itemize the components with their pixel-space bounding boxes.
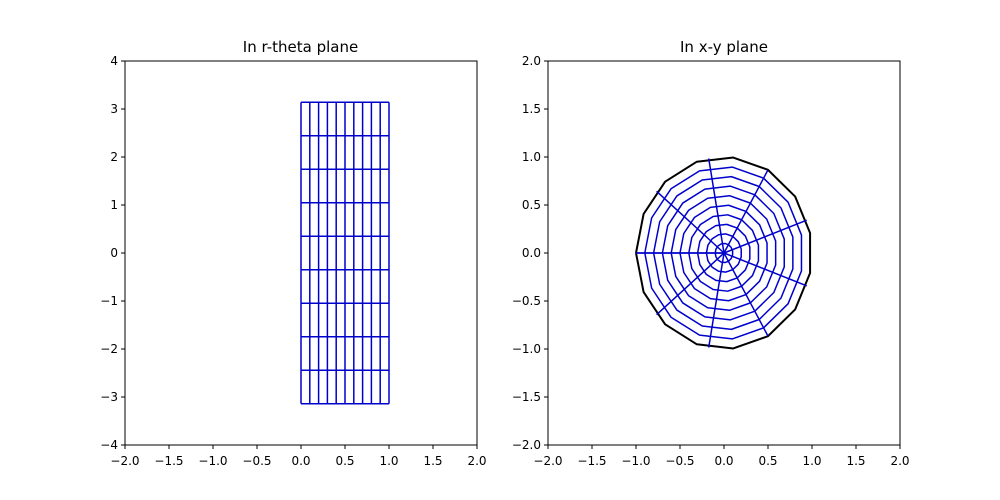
x-tick-label: 1.5 [846,454,865,468]
mesh-spoke [656,252,725,316]
mesh-x-y [635,156,812,350]
y-tick-label: 1 [110,198,118,212]
x-tick-label: −0.5 [665,454,694,468]
y-tick-label: 2.0 [522,54,541,68]
y-tick-label: 0.5 [522,198,541,212]
x-tick-label: −1.5 [154,454,183,468]
mesh-circle [696,223,751,283]
x-tick-label: −2.0 [110,454,139,468]
mesh-spoke [723,252,807,287]
mesh-circle [670,194,777,312]
mesh-circle [705,233,742,273]
x-axis-ticks: −2.0 −1.5 −1.0 −0.5 0.0 0.5 1.0 1.5 2.0 [110,445,487,468]
mesh-circle [644,166,803,340]
x-tick-label: −1.5 [577,454,606,468]
y-axis-ticks: −4 −3 −2 −1 0 1 2 3 4 [100,54,125,452]
y-tick-label: 1.5 [522,102,541,116]
y-tick-label: −1.0 [512,342,541,356]
mesh-spoke [707,252,725,348]
y-tick-label: 0.0 [522,246,541,260]
x-axis-ticks: −2.0 −1.5 −1.0 −0.5 0.0 0.5 1.0 1.5 2.0 [533,445,910,468]
x-tick-label: 1.0 [379,454,398,468]
x-tick-label: 2.0 [890,454,909,468]
x-tick-label: −1.0 [198,454,227,468]
x-tick-label: −1.0 [621,454,650,468]
axes-r-theta: In r-theta plane −2.0 −1.5 −1.0 −0.5 0.0 0.5 1… [100,38,486,468]
mesh-circle [679,204,768,302]
mesh-r-theta [300,101,390,405]
chart-title: In r-theta plane [243,38,358,56]
x-tick-label: 1.0 [802,454,821,468]
mesh-spoke [656,190,725,254]
y-tick-label: −2 [100,342,118,356]
x-tick-label: −0.5 [242,454,271,468]
y-tick-label: −2.0 [512,438,541,452]
mesh-spoke [723,169,769,254]
y-tick-label: −4 [100,438,118,452]
mesh-spoke [723,252,769,337]
y-tick-label: −0.5 [512,294,541,308]
y-tick-label: 0 [110,246,118,260]
mesh-spoke [707,158,725,254]
y-tick-label: 1.0 [522,150,541,164]
mesh-circle [688,214,760,292]
y-axis-ticks: −2.0 −1.5 −1.0 −0.5 0.0 0.5 1.0 1.5 2.0 [512,54,548,452]
y-tick-label: −1.5 [512,390,541,404]
x-tick-label: 0.5 [758,454,777,468]
y-tick-label: 3 [110,102,118,116]
axes-x-y: In x-y plane −2.0 −1.5 −1.0 −0.5 0.0 0.5 1.0 1.… [512,38,910,468]
y-tick-label: 2 [110,150,118,164]
x-tick-label: 1.5 [423,454,442,468]
mesh-circle [714,242,734,264]
x-tick-label: 2.0 [467,454,486,468]
x-tick-label: −2.0 [533,454,562,468]
mesh-boundary-circle [635,156,812,350]
y-tick-label: −1 [100,294,118,308]
y-tick-label: −3 [100,390,118,404]
x-tick-label: 0.0 [291,454,310,468]
x-tick-label: 0.5 [335,454,354,468]
chart-title: In x-y plane [680,38,768,56]
y-tick-label: 4 [110,54,118,68]
mesh-spoke [723,219,807,254]
mesh-circle [652,175,794,331]
x-tick-label: 0.0 [714,454,733,468]
mesh-circle [661,185,785,321]
